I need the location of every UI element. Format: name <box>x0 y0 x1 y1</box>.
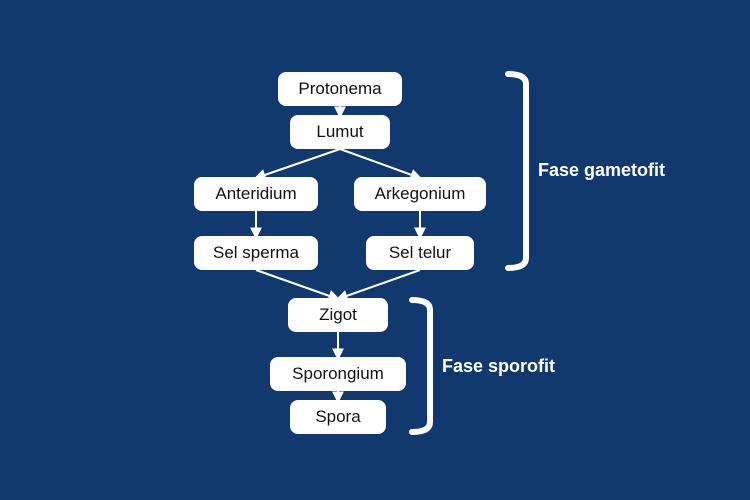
node-lumut: Lumut <box>290 115 390 149</box>
node-zigot: Zigot <box>288 298 388 332</box>
node-sporongium: Sporongium <box>270 357 406 391</box>
node-protonema: Protonema <box>278 72 402 106</box>
node-sel-telur: Sel telur <box>366 236 474 270</box>
node-anteridium: Anteridium <box>194 177 318 211</box>
phase-label-gametofit: Fase gametofit <box>538 160 665 181</box>
node-arkegonium: Arkegonium <box>354 177 486 211</box>
phase-label-sporofit: Fase sporofit <box>442 356 555 377</box>
node-spora: Spora <box>290 400 386 434</box>
node-sel-sperma: Sel sperma <box>194 236 318 270</box>
